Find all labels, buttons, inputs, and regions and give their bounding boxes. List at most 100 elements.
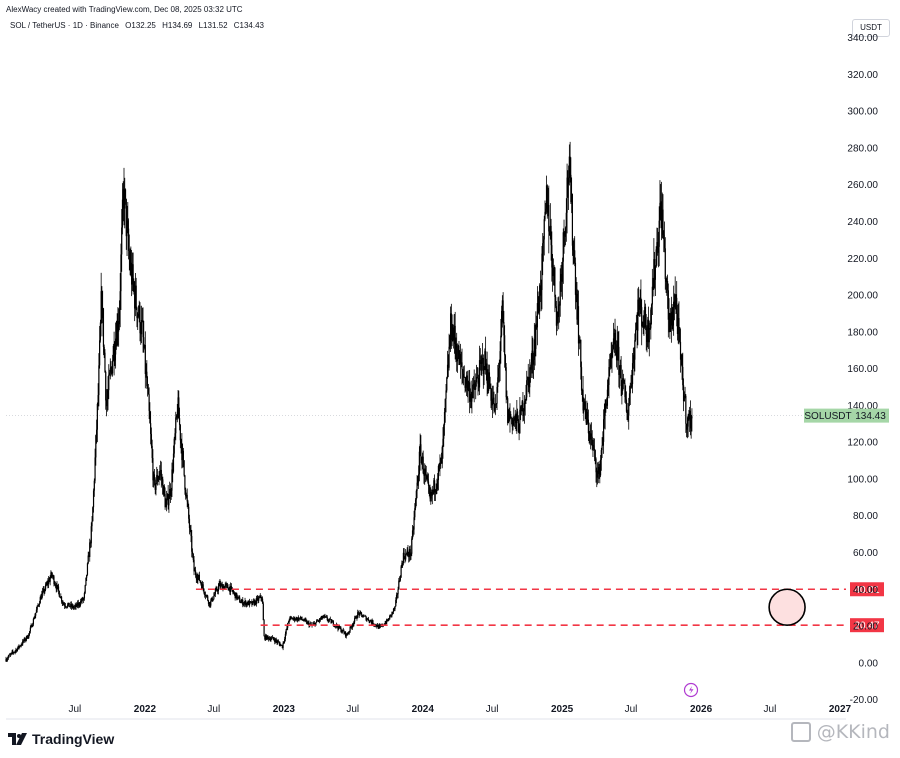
candle-body (509, 413, 511, 420)
candle-body (124, 189, 126, 209)
candle-body (226, 584, 229, 589)
candle-body (258, 597, 261, 598)
candle-body (488, 372, 491, 388)
support-levels[interactable]: 40.01 20.47 (195, 582, 884, 633)
candle-body (421, 456, 424, 461)
candle-body (297, 617, 299, 621)
candle-body (564, 235, 566, 237)
candle-body (317, 620, 319, 622)
candle-body (199, 580, 201, 582)
candle-body (121, 227, 123, 255)
candle-body (96, 403, 98, 430)
candle-body (523, 403, 526, 412)
candle-body (574, 262, 577, 295)
candle-body (638, 299, 640, 310)
symbol-line[interactable]: SOL / TetherUS · 1D · Binance (10, 21, 119, 30)
candle-body (218, 582, 220, 587)
candle-body (529, 367, 531, 388)
candle-body (320, 618, 322, 620)
candle-body (329, 618, 331, 620)
candle-body (115, 338, 117, 355)
candle-body (331, 621, 334, 622)
candle-body (453, 327, 455, 341)
candle-body (636, 322, 638, 331)
candle-body (666, 280, 669, 291)
candle-body (555, 296, 557, 307)
candle-body (549, 225, 551, 236)
candle-body (25, 639, 27, 641)
candle-body (673, 301, 675, 320)
candle-body (546, 185, 548, 213)
candle-body (159, 470, 161, 476)
candle-body (298, 618, 300, 621)
candle-body (289, 617, 291, 620)
candle-body (442, 438, 444, 448)
candle-body (379, 625, 382, 627)
candle-body (441, 447, 443, 464)
candle-body (517, 419, 519, 432)
candle-body (157, 478, 159, 482)
candle-body (452, 327, 454, 341)
candle-body (609, 354, 612, 368)
candle-body (596, 472, 598, 478)
candle-body (174, 433, 176, 439)
candle-body (296, 617, 299, 621)
highlight-circle[interactable] (768, 588, 806, 626)
ohlc-close: C134.43 (233, 21, 264, 30)
candle-body (466, 375, 468, 391)
candle-body (241, 599, 243, 602)
candle-body (475, 377, 478, 383)
candle-body (414, 508, 416, 518)
lightning-icon[interactable] (683, 682, 699, 698)
candle-body (416, 482, 418, 491)
candle-body (516, 411, 519, 420)
candle-body (680, 355, 682, 360)
candle-body (573, 250, 575, 251)
y-axis[interactable]: 340.00 320.00 300.00 280.00 260.00 240.00 220.… (847, 33, 878, 706)
candle-body (580, 367, 583, 391)
candle-body (45, 584, 47, 586)
candle-body (254, 600, 256, 605)
candle-body (236, 596, 239, 599)
candle-body (196, 578, 198, 580)
candle-body (533, 339, 535, 360)
x-axis[interactable]: Jul 2022 Jul 2023 Jul 2024 Jul 2025 Jul 2026 Jul 20… (68, 704, 851, 715)
ohlc-high: H134.69 (162, 21, 193, 30)
candle-body (140, 333, 142, 335)
candle-body (95, 435, 97, 458)
candle-body (560, 274, 562, 282)
candle-body (185, 494, 188, 497)
candle-body (73, 607, 75, 608)
candle-body (73, 606, 76, 608)
candle-body (514, 414, 516, 418)
currency-selector[interactable]: USDT (852, 19, 890, 37)
candle-body (439, 462, 441, 466)
candle-body (561, 274, 563, 282)
candle-body (341, 629, 344, 632)
candle-body (637, 299, 639, 331)
candle-body (99, 322, 102, 341)
candle-body (678, 317, 680, 328)
candle-body (309, 623, 312, 625)
candle-body (411, 530, 414, 539)
candle-body (428, 485, 430, 493)
candle-body (286, 627, 288, 630)
target-zone-circle[interactable] (768, 588, 806, 626)
candle-body (338, 625, 340, 630)
candle-body (436, 484, 438, 489)
candle-body (54, 584, 56, 585)
candle-body (567, 177, 569, 185)
candle-body (587, 411, 589, 420)
candle-body (178, 397, 180, 419)
candle-body (146, 371, 148, 387)
candle-body (602, 441, 604, 446)
tradingview-logo[interactable]: TradingView (8, 731, 114, 747)
candle-body (150, 423, 152, 435)
candle-body (109, 368, 111, 373)
candle-body (504, 335, 506, 356)
candle-body (66, 606, 68, 608)
tradingview-logo-icon (8, 733, 27, 745)
candle-body (15, 649, 17, 651)
candle-body (314, 623, 316, 626)
